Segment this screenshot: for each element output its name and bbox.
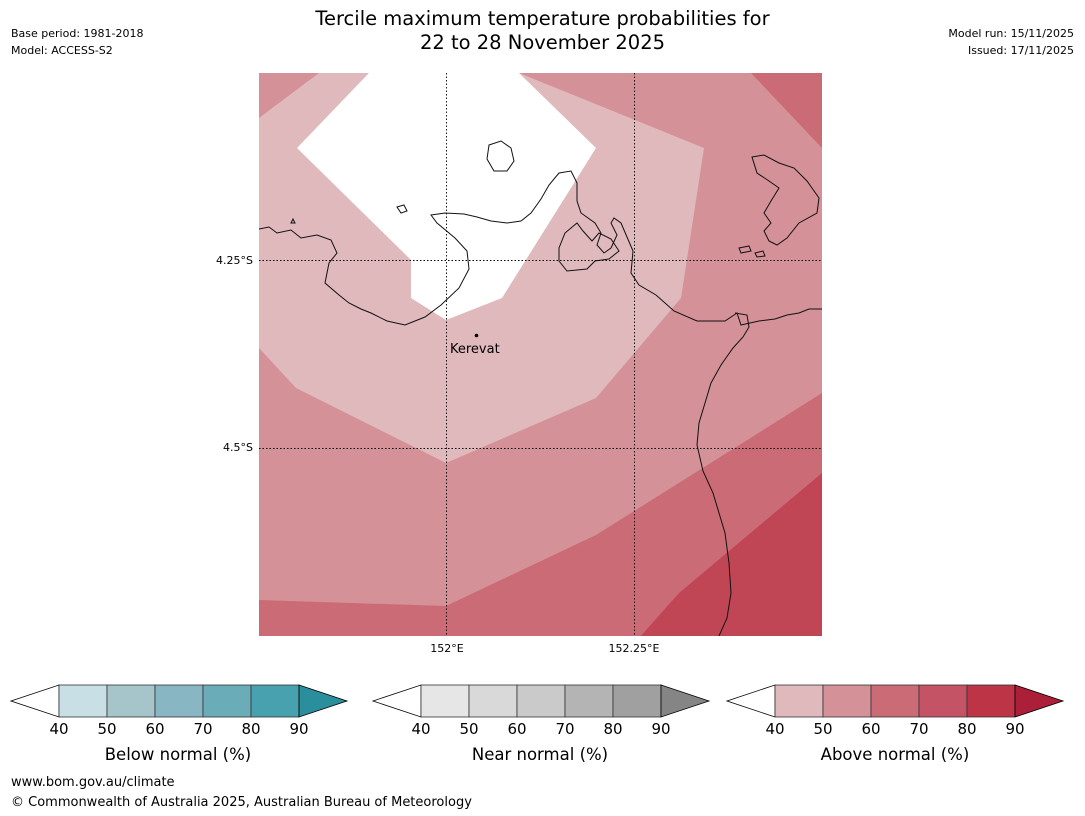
base-period-text: Base period: 1981-2018 xyxy=(11,27,144,40)
town-label: Kerevat xyxy=(450,342,500,357)
title-line-1: Tercile maximum temperature probabilitie… xyxy=(315,7,770,30)
below-normal-bin-40-50 xyxy=(58,684,108,718)
above-normal-extend-low xyxy=(726,684,776,718)
coastline-east xyxy=(696,312,750,636)
near-normal-extend-high xyxy=(660,684,711,718)
below-normal-label: Below normal (%) xyxy=(104,745,252,764)
footer-copyright: © Commonwealth of Australia 2025, Austra… xyxy=(11,795,472,810)
islet-west xyxy=(290,217,296,224)
above-normal-colorbar xyxy=(726,684,1065,718)
above-normal-tick-80: 80 xyxy=(957,720,977,738)
coastline-main xyxy=(259,170,822,326)
above-normal-bin-70-80 xyxy=(918,684,968,718)
lon-label-1: 152°E xyxy=(430,642,464,655)
near-normal-label: Near normal (%) xyxy=(471,745,609,764)
near-normal-bin-70-80 xyxy=(564,684,614,718)
near-normal-colorbar xyxy=(372,684,711,718)
below-normal-tick-60: 60 xyxy=(145,720,165,738)
below-normal-bin-70-80 xyxy=(202,684,252,718)
below-normal-tick-90: 90 xyxy=(289,720,309,738)
issued-text: Issued: 17/11/2025 xyxy=(967,44,1074,57)
near-normal-bin-80-90 xyxy=(612,684,662,718)
below-normal-extend-high xyxy=(298,684,349,718)
coastline-gazelle xyxy=(558,222,620,272)
above-normal-tick-70: 70 xyxy=(909,720,929,738)
below-normal-tick-50: 50 xyxy=(97,720,117,738)
below-normal-bin-80-90 xyxy=(250,684,300,718)
lat-label-2: 4.5°S xyxy=(223,441,253,454)
below-normal-tick-80: 80 xyxy=(241,720,261,738)
near-normal-tick-80: 80 xyxy=(603,720,623,738)
below-normal-colorbar xyxy=(10,684,349,718)
probability-map xyxy=(259,73,822,636)
above-normal-bin-40-50 xyxy=(774,684,824,718)
above-normal-tick-60: 60 xyxy=(861,720,881,738)
page-title: Tercile maximum temperature probabilitie… xyxy=(0,7,1085,55)
below-normal-tick-40: 40 xyxy=(49,720,69,738)
above-normal-bin-50-60 xyxy=(822,684,872,718)
islet xyxy=(396,204,408,214)
below-normal-bin-50-60 xyxy=(106,684,156,718)
near-normal-bin-60-70 xyxy=(516,684,566,718)
model-run-text: Model run: 15/11/2025 xyxy=(948,27,1074,40)
near-normal-tick-50: 50 xyxy=(459,720,479,738)
near-normal-tick-60: 60 xyxy=(507,720,527,738)
title-line-2: 22 to 28 November 2025 xyxy=(419,31,666,54)
shading-60-70-corner xyxy=(751,73,822,148)
lat-label-1: 4.25°S xyxy=(216,254,253,267)
shading-50-60-corner xyxy=(259,73,279,83)
footer-url[interactable]: www.bom.gov.au/climate xyxy=(11,775,175,790)
islet-east-2 xyxy=(754,250,766,258)
model-text: Model: ACCESS-S2 xyxy=(11,44,113,57)
islet-east-1 xyxy=(738,245,752,254)
above-normal-tick-90: 90 xyxy=(1005,720,1025,738)
below-normal-bin-60-70 xyxy=(154,684,204,718)
near-normal-bin-40-50 xyxy=(420,684,470,718)
island-north xyxy=(486,140,515,172)
near-normal-tick-40: 40 xyxy=(411,720,431,738)
shading-70-80 xyxy=(640,473,822,636)
near-normal-extend-low xyxy=(372,684,422,718)
below-normal-tick-70: 70 xyxy=(193,720,213,738)
above-normal-extend-high xyxy=(1014,684,1065,718)
above-normal-tick-40: 40 xyxy=(765,720,785,738)
town-marker xyxy=(474,333,479,338)
near-normal-tick-90: 90 xyxy=(651,720,671,738)
above-normal-tick-50: 50 xyxy=(813,720,833,738)
above-normal-bin-60-70 xyxy=(870,684,920,718)
above-normal-bin-80-90 xyxy=(966,684,1016,718)
below-normal-extend-low xyxy=(10,684,60,718)
lon-label-2: 152.25°E xyxy=(608,642,660,655)
above-normal-label: Above normal (%) xyxy=(820,745,970,764)
near-normal-tick-70: 70 xyxy=(555,720,575,738)
near-normal-bin-50-60 xyxy=(468,684,518,718)
duke-of-york-islands xyxy=(751,154,820,246)
